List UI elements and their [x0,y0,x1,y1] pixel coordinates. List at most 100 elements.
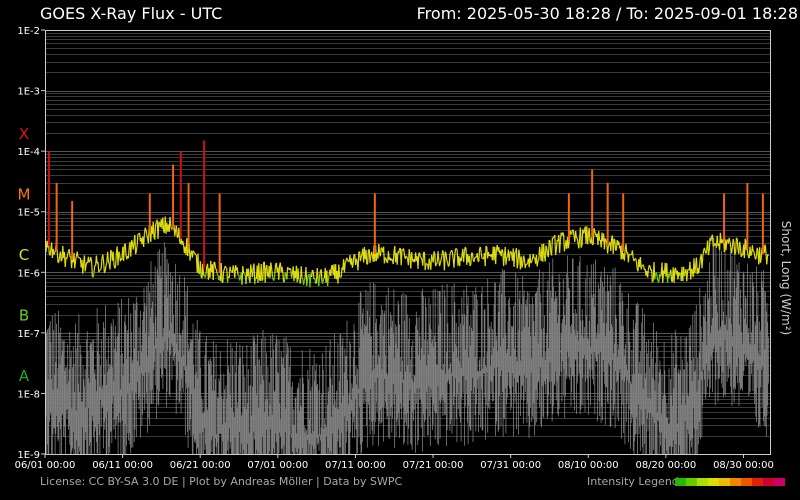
long-flux-mark [515,248,518,269]
long-flux-mark [64,257,67,267]
long-flux-mark [274,264,277,274]
long-flux-mark [232,265,235,271]
long-flux-mark [694,266,697,274]
long-flux-mark [432,251,435,263]
flare-peaks [47,140,764,273]
long-flux-mark [583,230,585,234]
long-flux-mark [82,263,85,274]
long-flux-mark [545,245,548,249]
long-flux-mark [343,262,346,273]
long-flux-mark [311,269,313,278]
long-flux-mark [439,262,441,267]
long-flux-mark [451,251,454,260]
long-flux-mark [435,262,438,265]
long-flux-mark [309,273,312,288]
long-flux-mark [102,254,105,262]
long-flux-mark [130,240,133,257]
flare-class-labels: X M C B A [18,125,31,385]
y-tick-label: 1E-2 [17,26,40,37]
intensity-legend-label: Intensity Legend [587,475,679,488]
long-flux-mark [612,238,615,254]
long-flux-mark [749,246,752,256]
long-flux-mark [683,272,686,277]
long-flux-mark [419,252,421,258]
long-flux-mark [98,270,101,273]
long-flux-mark [747,252,749,257]
legend-swatch [675,478,686,486]
long-flux-mark [569,230,572,235]
long-flux-mark [736,238,739,250]
long-flux-mark [76,251,79,258]
long-flux-mark [434,253,437,267]
long-flux-mark [93,265,96,273]
long-flux-mark [442,250,445,256]
long-flux-mark [625,243,628,254]
long-flux-mark [59,251,62,262]
long-flux-mark [654,274,657,280]
long-flux-mark [193,251,196,254]
long-flux-mark [699,258,701,266]
long-flux-mark [686,270,689,282]
long-flux-mark [114,266,117,269]
x-tick-label: 08/10 00:00 [558,460,619,471]
long-flux-mark [554,235,557,256]
long-flux-mark [546,248,549,255]
long-flux-mark [244,273,246,275]
long-flux-mark [510,251,513,254]
x-tick-label: 06/21 00:00 [170,460,231,471]
long-flux-mark [433,251,436,254]
long-flux-mark [734,252,737,255]
long-flux-mark [303,279,305,286]
long-flux-mark [355,258,358,262]
legend-swatch [752,478,763,486]
long-flux-mark [543,243,545,256]
long-flux-mark [702,250,705,257]
long-flux-mark [117,251,120,266]
long-flux-mark [728,237,731,242]
y-tick-label: 1E-5 [17,208,40,219]
long-flux-mark [143,233,145,247]
long-flux-mark [97,261,100,273]
long-flux-mark [714,242,716,245]
long-flux-mark [300,266,303,277]
long-series [45,216,769,288]
long-flux-mark [49,249,52,256]
long-flux-mark [360,254,363,258]
long-flux-mark [580,245,583,248]
long-flux-mark [365,249,368,265]
long-flux-mark [588,227,591,242]
long-flux-mark [152,222,155,238]
long-flux-mark [109,250,112,270]
long-flux-mark [567,241,570,249]
long-flux-mark [485,245,488,248]
long-flux-mark [158,221,160,224]
long-flux-mark [322,278,325,284]
long-flux-mark [764,244,767,254]
long-flux-mark [396,251,399,265]
long-flux-mark [555,239,558,250]
long-flux-mark [547,240,550,258]
long-flux-mark [591,237,593,245]
long-flux-mark [266,265,269,276]
long-flux-mark [562,232,565,235]
long-flux-mark [391,258,393,261]
long-flux-mark [408,249,411,256]
long-flux-mark [668,273,671,278]
long-flux-mark [627,253,630,263]
long-flux-mark [604,238,607,241]
long-flux-mark [88,260,91,263]
long-flux-mark [199,261,202,278]
long-flux-mark [400,249,403,266]
long-flux-mark [78,256,81,259]
long-flux-mark [330,265,333,277]
long-flux-mark [454,248,457,255]
long-flux-mark [531,258,533,262]
long-flux-mark [422,252,425,266]
long-flux-mark [735,237,737,254]
y-tick-label: 1E-7 [17,329,40,340]
long-flux-mark [439,259,442,263]
long-flux-mark [131,239,133,243]
long-flux-mark [103,261,105,274]
long-flux-mark [572,229,575,236]
